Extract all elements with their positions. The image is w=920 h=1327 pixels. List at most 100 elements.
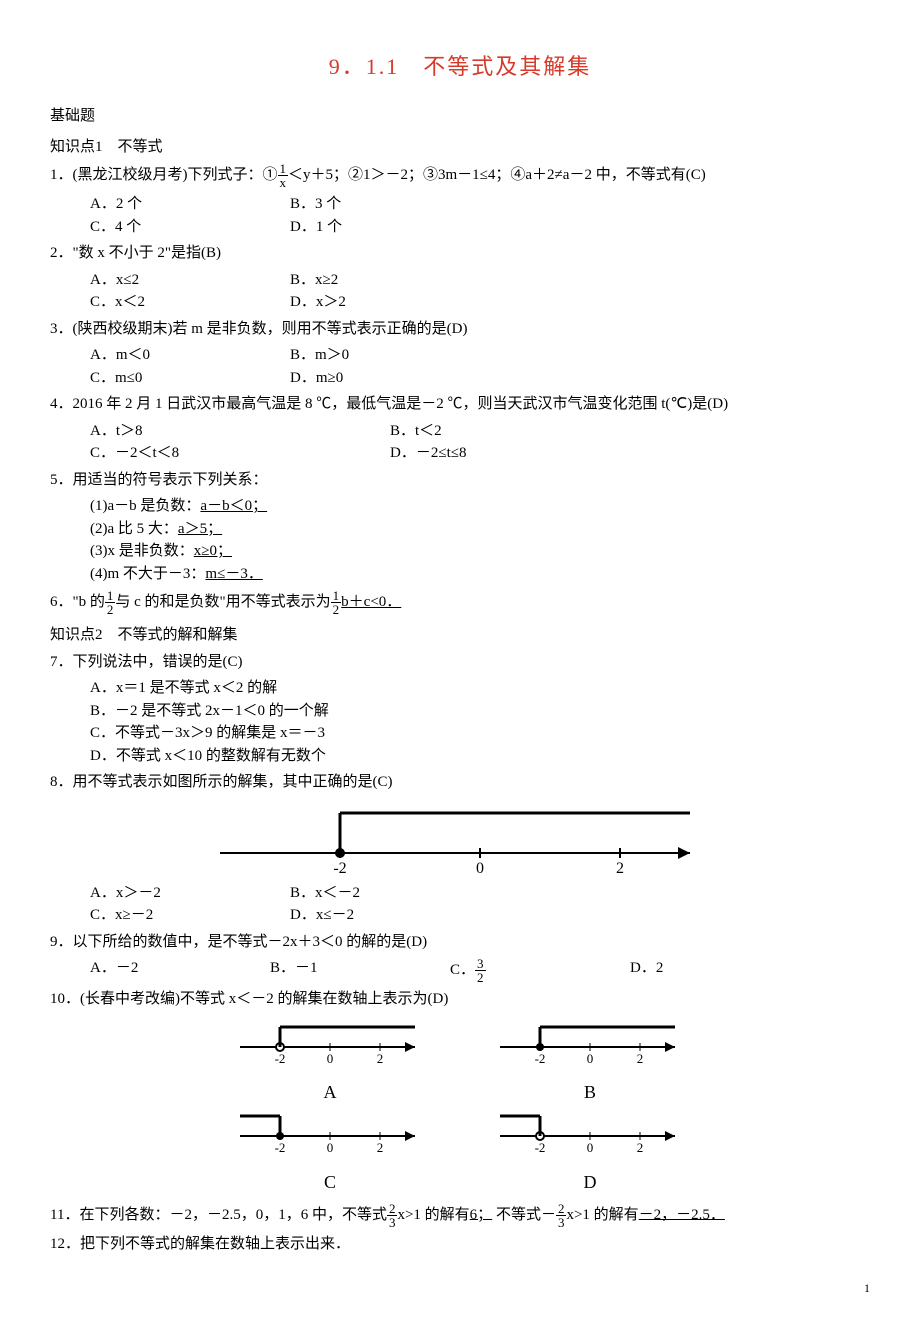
question-4: 4．2016 年 2 月 1 日武汉市最高气温是 8 ℃，最低气温是－2 ℃，则… (50, 393, 870, 416)
q5-s3b: x≥0； (194, 543, 232, 559)
question-8: 8．用不等式表示如图所示的解集，其中正确的是(C) (50, 771, 870, 794)
q9-opt-a: A．－2 (90, 957, 270, 984)
q1-options: A．2 个 B．3 个 C．4 个 D．1 个 (50, 193, 870, 238)
q5-sub1: (1)a－b 是负数：a－b＜0； (50, 495, 870, 518)
q11-b: x>1 的解有 (397, 1206, 469, 1222)
svg-text:2: 2 (637, 1140, 644, 1155)
question-7: 7．下列说法中，错误的是(C) (50, 651, 870, 674)
q11-ans2: －2，－2.5． (639, 1206, 725, 1222)
q1-stem-a: 1．(黑龙江校级月考)下列式子：① (50, 167, 278, 183)
q9-options: A．－2 B．－1 C．32 D．2 (50, 957, 870, 984)
heading-basic: 基础题 (50, 105, 870, 128)
q8-opt-b: B．x＜－2 (290, 882, 490, 905)
svg-text:-2: -2 (535, 1051, 546, 1066)
svg-text:0: 0 (587, 1140, 594, 1155)
q7-opt-c: C．不等式－3x＞9 的解集是 x＝－3 (50, 722, 870, 745)
page-title: 9．1.1 不等式及其解集 (50, 50, 870, 83)
q9-opt-c: C．32 (450, 957, 630, 984)
q10-figures: -2 0 2 A -2 0 2 B (50, 1017, 870, 1196)
q1-opt-d: D．1 个 (290, 216, 490, 239)
svg-text:0: 0 (587, 1051, 594, 1066)
q11-c: 不等式－ (496, 1206, 556, 1222)
q2-options: A．x≤2 B．x≥2 C．x＜2 D．x＞2 (50, 269, 870, 314)
q9-opt-d: D．2 (630, 957, 810, 984)
question-3: 3．(陕西校级期末)若 m 是非负数，则用不等式表示正确的是(D) (50, 318, 870, 341)
svg-text:-2: -2 (275, 1140, 286, 1155)
q5-s3a: (3)x 是非负数： (90, 543, 194, 559)
q5-s2b: a＞5； (178, 521, 222, 537)
q7-opt-d: D．不等式 x＜10 的整数解有无数个 (50, 745, 870, 768)
q4-options: A．t＞8 B．t＜2 C．－2＜t＜8 D．－2≤t≤8 (50, 420, 870, 465)
q6-b: 与 c 的和是负数"用不等式表示为 (115, 594, 330, 610)
q5-s4a: (4)m 不大于－3： (90, 566, 205, 582)
q5-sub3: (3)x 是非负数：x≥0； (50, 540, 870, 563)
q5-sub4: (4)m 不大于－3：m≤－3． (50, 563, 870, 586)
q7-opt-b: B．－2 是不等式 2x－1＜0 的一个解 (50, 700, 870, 723)
q3-opt-b: B．m＞0 (290, 344, 490, 367)
question-6: 6．"b 的12与 c 的和是负数"用不等式表示为12b＋c<0． (50, 589, 870, 616)
q8-opt-c: C．x≥－2 (90, 904, 290, 927)
q10-label-c: C (230, 1169, 430, 1196)
q4-opt-a: A．t＞8 (90, 420, 390, 443)
q10-fig-c: -2 0 2 C (230, 1106, 430, 1196)
question-11: 11．在下列各数：－2，－2.5，0，1，6 中，不等式23x>1 的解有6； … (50, 1202, 870, 1229)
q9-opt-b: B．－1 (270, 957, 450, 984)
q4-opt-b: B．t＜2 (390, 420, 690, 443)
q10-label-b: B (490, 1079, 690, 1106)
q8-opt-d: D．x≤－2 (290, 904, 490, 927)
svg-text:-2: -2 (535, 1140, 546, 1155)
question-10: 10．(长春中考改编)不等式 x＜－2 的解集在数轴上表示为(D) (50, 988, 870, 1011)
q2-opt-d: D．x＞2 (290, 291, 490, 314)
frac-1-x: 1x (278, 162, 289, 189)
q2-opt-c: C．x＜2 (90, 291, 290, 314)
q5-s2a: (2)a 比 5 大： (90, 521, 178, 537)
q5-s1a: (1)a－b 是负数： (90, 498, 200, 514)
q10-label-a: A (230, 1079, 430, 1106)
q5-s4b: m≤－3． (205, 566, 262, 582)
svg-text:-2: -2 (275, 1051, 286, 1066)
q8-options: A．x＞－2 B．x＜－2 C．x≥－2 D．x≤－2 (50, 882, 870, 927)
svg-text:2: 2 (637, 1051, 644, 1066)
q1-opt-b: B．3 个 (290, 193, 490, 216)
q3-opt-c: C．m≤0 (90, 367, 290, 390)
q3-opt-d: D．m≥0 (290, 367, 490, 390)
question-9: 9．以下所给的数值中，是不等式－2x＋3＜0 的解的是(D) (50, 931, 870, 954)
q5-sub2: (2)a 比 5 大：a＞5； (50, 518, 870, 541)
q10-fig-d: -2 0 2 D (490, 1106, 690, 1196)
svg-text:0: 0 (476, 860, 484, 877)
q6-a: 6．"b 的 (50, 594, 105, 610)
svg-text:0: 0 (327, 1051, 334, 1066)
frac-2-3-a: 23 (387, 1202, 398, 1229)
q5-s1b: a－b＜0； (200, 498, 267, 514)
frac-2-3-b: 23 (556, 1202, 567, 1229)
q11-a: 11．在下列各数：－2，－2.5，0，1，6 中，不等式 (50, 1206, 387, 1222)
svg-text:2: 2 (616, 860, 624, 877)
q6-ans-suffix: ＋c<0． (349, 594, 402, 610)
q1-opt-a: A．2 个 (90, 193, 290, 216)
q1-stem-b: ＜y＋5；②1＞－2；③3m－1≤4；④a＋2≠a－2 中，不等式有(C) (288, 167, 706, 183)
page-number: 1 (50, 1279, 870, 1297)
q2-opt-b: B．x≥2 (290, 269, 490, 292)
svg-text:0: 0 (327, 1140, 334, 1155)
question-12: 12．把下列不等式的解集在数轴上表示出来． (50, 1233, 870, 1256)
q10-label-d: D (490, 1169, 690, 1196)
q10-fig-b: -2 0 2 B (490, 1017, 690, 1107)
svg-text:2: 2 (377, 1140, 384, 1155)
q8-opt-a: A．x＞－2 (90, 882, 290, 905)
q11-d: >1 的解有 (574, 1206, 639, 1222)
frac-3-2: 32 (475, 957, 486, 984)
question-1: 1．(黑龙江校级月考)下列式子：①1x＜y＋5；②1＞－2；③3m－1≤4；④a… (50, 162, 870, 189)
frac-1-2-b: 12 (331, 589, 342, 616)
q6-answer: 12b＋c<0． (331, 594, 402, 610)
heading-kp2: 知识点2 不等式的解和解集 (50, 624, 870, 647)
question-2: 2．"数 x 不小于 2"是指(B) (50, 242, 870, 265)
q3-opt-a: A．m＜0 (90, 344, 290, 367)
frac-1-2-a: 12 (105, 589, 116, 616)
q4-opt-d: D．－2≤t≤8 (390, 442, 690, 465)
q11-ans1: 6； (470, 1206, 493, 1222)
q1-opt-c: C．4 个 (90, 216, 290, 239)
q2-opt-a: A．x≤2 (90, 269, 290, 292)
svg-text:2: 2 (377, 1051, 384, 1066)
q8-number-line: -2 0 2 (200, 798, 720, 878)
question-5: 5．用适当的符号表示下列关系： (50, 469, 870, 492)
